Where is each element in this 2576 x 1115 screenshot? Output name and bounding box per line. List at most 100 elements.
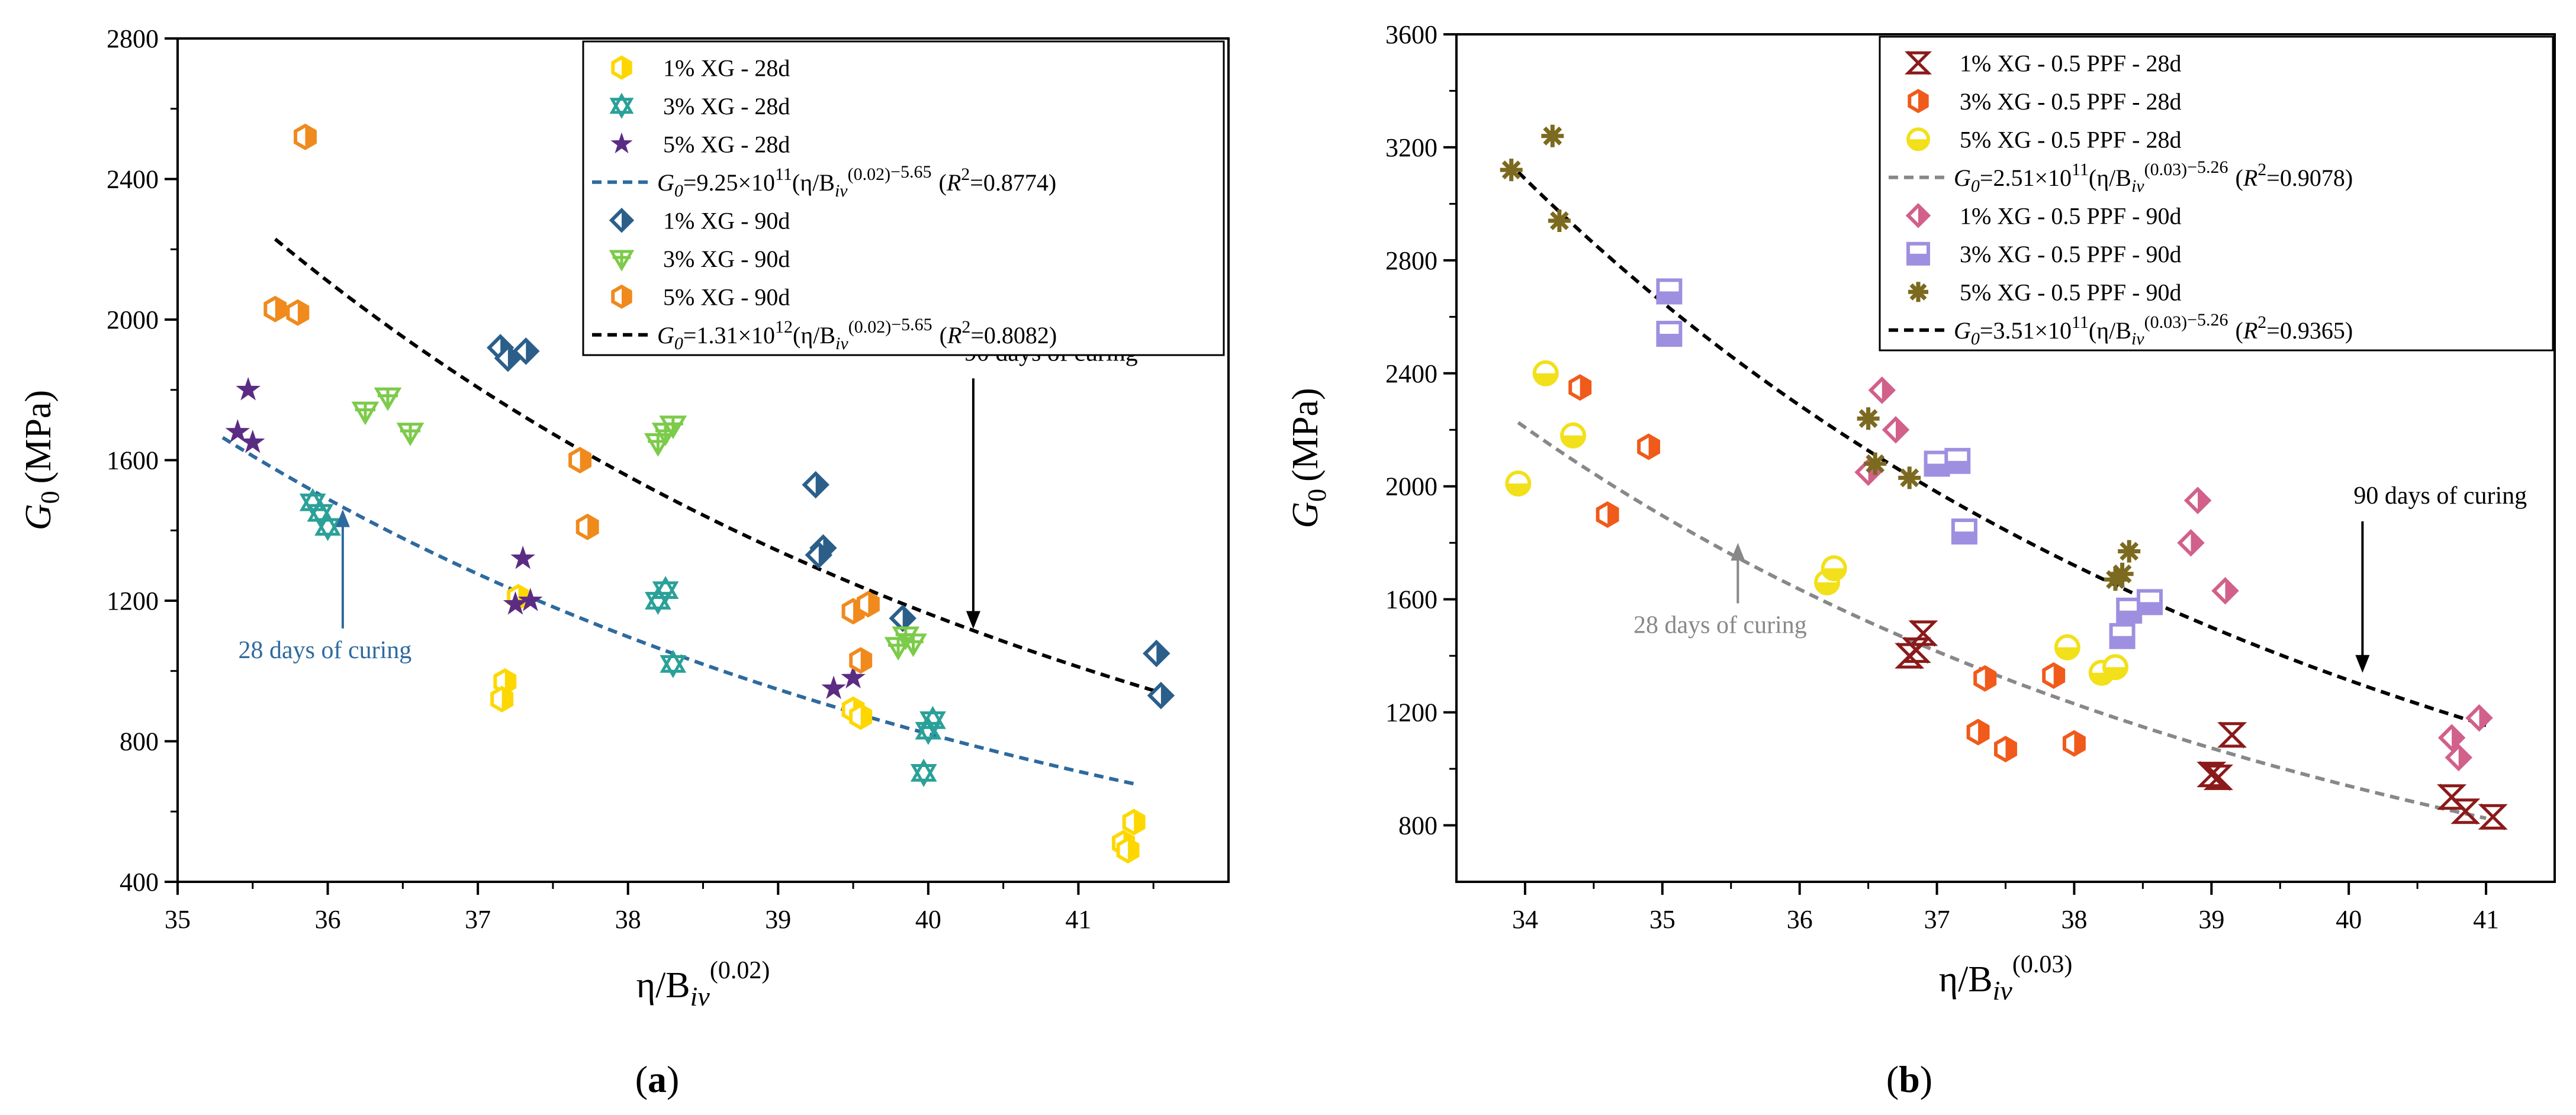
y-tick-label: 2000 [107,305,159,334]
x-axis-title-main: η/B [1939,959,1993,1000]
marker-tri-up [660,649,687,673]
marker-spoke [2120,542,2139,561]
marker-fill [2458,746,2470,769]
data-point [805,541,833,569]
eq-g: G [657,169,674,196]
y-tick-label: 1200 [1385,698,1437,727]
y-axis-title-sub: 0 [36,491,65,504]
fit-curve-28d [1517,421,2487,820]
marker-tri-up [652,576,679,600]
data-point [286,299,310,326]
legend-swatch [609,208,635,233]
data-point [1857,407,1880,430]
marker-fill [1918,91,1927,111]
marker-spoke [1501,160,1521,180]
legend-label: 1% XG - 90d [663,207,790,234]
marker-fill [1953,531,1976,543]
legend-swatch [609,92,634,119]
marker-fill [1658,291,1681,303]
y-tick-label: 3200 [1385,133,1437,162]
data-point [314,513,341,542]
marker-fill [1822,568,1845,580]
data-point [910,758,937,787]
marker-diag [2198,760,2225,788]
eq-sub: iv [2131,329,2144,349]
marker-fill [518,588,543,611]
eq-head: =1.31×10 [683,322,775,349]
y-tick-label: 800 [1398,811,1437,840]
marker-fill [225,419,250,443]
marker-triangle [884,637,912,661]
eq-mid: (η/B [793,322,835,349]
marker-diag [2205,763,2232,791]
y-tick-label: 2000 [1385,472,1437,501]
y-axis-title-main: G [1285,502,1326,529]
marker-fill [1534,373,1557,385]
data-point [899,633,927,658]
eq-sup: (0.02) [848,165,890,184]
data-point [374,387,402,411]
legend-label: 1% XG - 28d [663,54,790,81]
series-3-xg-90d [351,387,927,661]
legend-swatch [1904,50,1932,75]
annotation-arrowhead [966,611,980,629]
marker-fill [860,705,871,728]
data-point [1500,159,1523,182]
annotation-arrowhead [335,509,350,527]
marker-fill [275,298,285,321]
x-tick-label: 37 [465,905,491,934]
y-tick-label: 3600 [1385,20,1437,49]
eq-mid: (η/B [2089,165,2131,191]
x-axis-title-sub: iv [1993,975,2013,1006]
eq-r-eq: =0.8082) [970,322,1057,349]
legend-label: 3% XG - 0.5 PPF - 90d [1960,241,2181,268]
data-point [2450,798,2481,825]
fit-curve-90d [1517,170,2487,727]
marker-triangle [892,626,920,650]
data-point [2196,760,2227,788]
x-axis-title-sup: (0.03) [2012,951,2072,978]
data-point [494,344,522,372]
data-point [1568,374,1592,401]
data-point [849,647,873,674]
series-1-xg-0-5-ppf-28d [1895,620,2508,830]
data-point [512,337,540,365]
marker-diag [2452,798,2479,825]
marker-fill [1816,582,1839,594]
series-5-xg-0-5-ppf-28d [1505,360,2128,686]
marker-fill [2452,726,2464,749]
marker-fill [240,429,265,453]
data-point [1868,376,1896,404]
eq-g-sub: 0 [1971,176,1980,196]
legend-fit-equation: G0=9.25×1011(η/Biv(0.02)−5.65 (R2=0.8774) [657,162,1056,201]
legend-swatch [1906,127,1930,152]
data-point [294,123,317,150]
legend-fit-equation: G0=2.51×1011(η/Biv(0.03)−5.26 (R2=0.9078) [1954,157,2353,196]
data-point [652,576,679,605]
data-point [841,665,866,689]
marker-fill [1160,684,1172,707]
eq-r-eq: =0.8774) [970,169,1056,196]
eq-g: G [1954,165,1971,191]
marker-fill [1985,667,1995,690]
marker-fill [821,675,846,700]
marker-tri-down [314,518,341,542]
series-5-xg-90d [263,123,880,674]
eq-mid: (η/B [2089,317,2131,344]
data-point [396,423,424,446]
marker-fill [1128,839,1138,862]
legend-swatch [1908,282,1928,302]
data-point [856,591,880,618]
legend-swatch [1906,241,1930,266]
x-axis-title-sup: (0.02) [710,957,770,984]
series-1-xg-28d [490,584,1146,864]
data-point [225,419,250,443]
y-tick-label: 800 [120,727,159,756]
data-point [2465,704,2493,732]
data-point [1864,452,1887,475]
x-axis-title: η/Biv(0.03) [1939,951,2073,1006]
data-point [802,471,829,499]
data-point [1882,416,1910,444]
marker-fill [1607,503,1617,526]
